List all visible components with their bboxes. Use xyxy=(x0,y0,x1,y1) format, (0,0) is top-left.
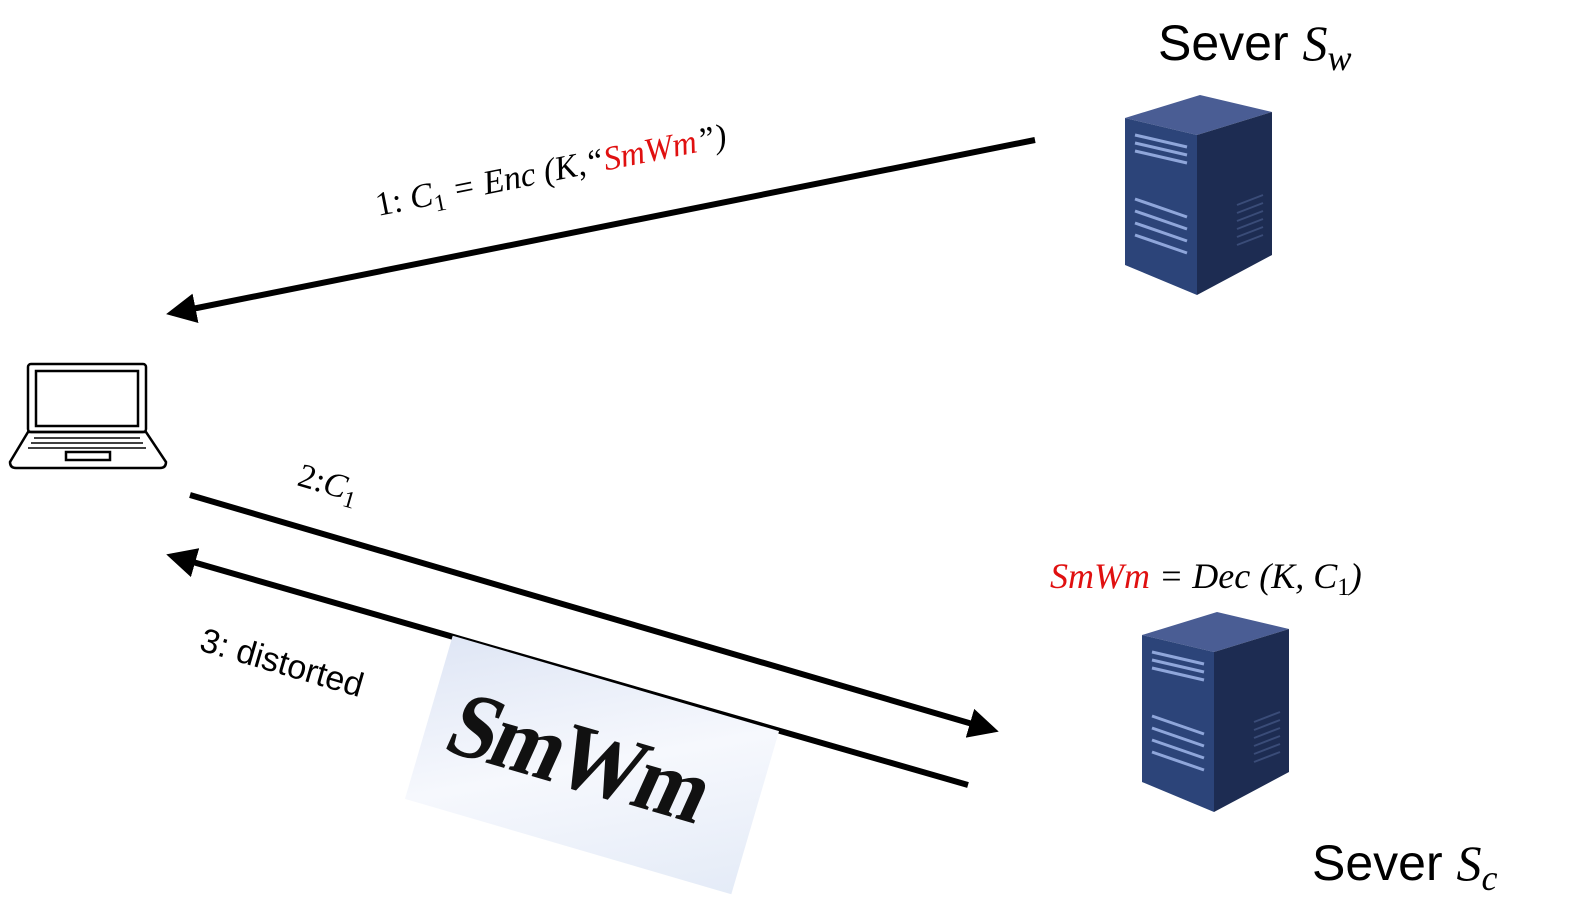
server-label: Sever Sw xyxy=(1158,15,1352,78)
expression: = Enc (K,“ xyxy=(441,142,608,210)
server-subscript: w xyxy=(1328,38,1352,78)
laptop-icon xyxy=(10,364,166,468)
expression-close: ”) xyxy=(693,118,730,160)
server-subscript: c xyxy=(1482,858,1498,898)
decryption-label: SmWm = Dec (K, C1) xyxy=(1050,556,1362,601)
server-icon xyxy=(1125,95,1272,295)
variable: C xyxy=(1313,556,1338,596)
server-label: Sever Sc xyxy=(1312,835,1498,898)
step: 1: xyxy=(372,182,405,223)
server-symbol: S xyxy=(1457,835,1482,891)
subscript: 1 xyxy=(1337,574,1350,601)
message-label: 2:C1 xyxy=(292,457,362,514)
expression: = Dec (K, xyxy=(1150,556,1313,596)
server-name: Sever xyxy=(1158,15,1289,71)
message-label: 3: distorted xyxy=(196,621,368,705)
secret: SmWm xyxy=(1050,556,1150,596)
diagram: Sever Sw Sever Sc 1: C1 = Enc (K,“SmWm”)… xyxy=(0,0,1575,904)
server-symbol: S xyxy=(1303,15,1328,71)
server-name: Sever xyxy=(1312,835,1443,891)
expression-close: ) xyxy=(1348,556,1362,596)
secret: SmWm xyxy=(600,124,700,179)
server-icon xyxy=(1142,612,1289,812)
